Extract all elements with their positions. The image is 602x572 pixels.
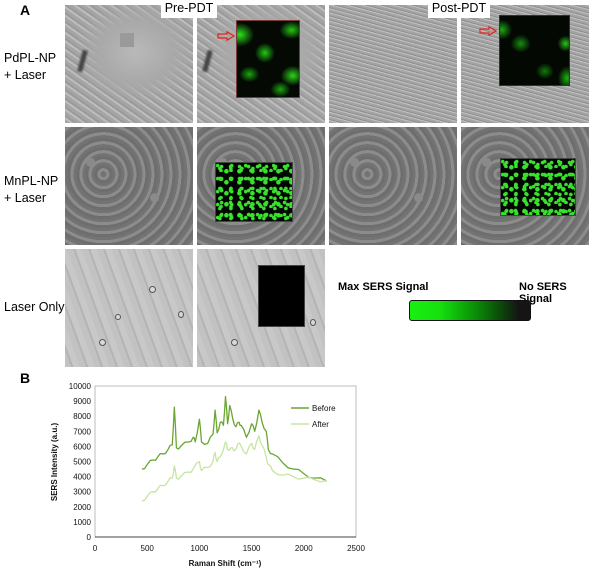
row-label-laser-only: Laser Only	[4, 299, 64, 316]
row-label-line: PdPL-NP	[4, 51, 57, 65]
image-feature	[99, 339, 106, 346]
y-tick-label: 5000	[73, 458, 91, 467]
x-tick-label: 1000	[191, 544, 209, 553]
row-label-line: Laser Only	[4, 300, 65, 314]
image-feature	[77, 49, 88, 73]
y-axis-ticks: 0 1000 2000 3000 4000 5000 6000 7000 8000 9000 100…	[69, 382, 92, 542]
data-series	[141, 395, 328, 502]
micrograph-pdpl-post-sers	[461, 5, 589, 123]
row-label-line: + Laser	[4, 68, 47, 82]
y-tick-label: 3000	[73, 488, 91, 497]
micrograph-pdpl-pre-sers	[197, 5, 325, 123]
row-label-pdpl: PdPL-NP + Laser	[4, 50, 56, 84]
sers-map-overlay-empty	[258, 265, 305, 327]
legend-label: After	[312, 420, 329, 429]
micrograph-laser-only-brightfield	[65, 249, 193, 367]
row-label-line: + Laser	[4, 191, 47, 205]
y-tick-label: 9000	[73, 397, 91, 406]
x-axis-ticks: 0 500 1000 1500 2000 2500	[93, 544, 366, 553]
x-axis-title: Raman Shift (cm⁻¹)	[189, 559, 262, 568]
sers-map-overlay	[499, 15, 570, 86]
micrograph-mnpl-pre-sers	[197, 127, 325, 245]
image-feature	[231, 339, 238, 346]
y-tick-label: 6000	[73, 442, 91, 451]
y-tick-label: 1000	[73, 518, 91, 527]
y-tick-label: 7000	[73, 427, 91, 436]
y-tick-label: 4000	[73, 473, 91, 482]
series-line-before	[141, 395, 328, 482]
legend-label: Before	[312, 404, 336, 413]
image-feature	[120, 33, 134, 47]
series-line-after	[141, 435, 327, 502]
row-label-line: MnPL-NP	[4, 174, 59, 188]
micrograph-pdpl-post-brightfield	[329, 5, 457, 123]
max-sers-signal-label: Max SERS Signal	[338, 281, 429, 293]
x-tick-label: 500	[141, 544, 155, 553]
sers-map-overlay	[236, 20, 300, 98]
image-feature	[310, 319, 316, 326]
column-label-pre-pdt: Pre-PDT	[161, 0, 217, 18]
x-tick-label: 1500	[243, 544, 261, 553]
arrow-right-icon	[479, 26, 497, 36]
no-sers-signal-label: No SERS Signal	[519, 281, 567, 305]
chart-legend: Before After	[291, 404, 336, 429]
y-tick-label: 10000	[69, 382, 92, 391]
row-label-mnpl: MnPL-NP + Laser	[4, 173, 58, 207]
image-feature	[115, 314, 121, 320]
arrow-right-icon	[217, 31, 235, 41]
x-tick-label: 2500	[347, 544, 365, 553]
micrograph-mnpl-post-sers	[461, 127, 589, 245]
image-feature	[178, 311, 184, 318]
y-tick-label: 0	[87, 533, 92, 542]
y-tick-label: 8000	[73, 412, 91, 421]
sers-map-overlay	[500, 158, 576, 216]
panel-b-letter: B	[20, 370, 31, 386]
image-feature	[149, 286, 156, 293]
x-tick-label: 2000	[295, 544, 313, 553]
micrograph-pdpl-pre-brightfield	[65, 5, 193, 123]
micrograph-laser-only-sers	[197, 249, 325, 367]
sers-spectrum-chart: 0100020003000400050006000700080009000100…	[50, 382, 366, 568]
x-tick-label: 0	[93, 544, 98, 553]
sers-signal-color-scale	[409, 300, 531, 321]
y-tick-label: 2000	[73, 503, 91, 512]
y-axis-title: SERS Intensity (a.u.)	[50, 423, 59, 502]
panel-a-letter: A	[20, 2, 31, 18]
micrograph-mnpl-pre-brightfield	[65, 127, 193, 245]
sers-map-overlay	[215, 162, 293, 222]
micrograph-mnpl-post-brightfield	[329, 127, 457, 245]
image-feature	[202, 49, 213, 73]
column-label-post-pdt: Post-PDT	[428, 0, 490, 18]
